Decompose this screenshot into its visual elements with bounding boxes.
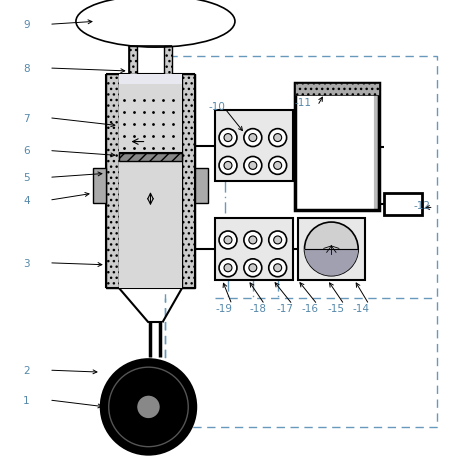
- Bar: [165, 57, 436, 427]
- Bar: [215, 111, 292, 182]
- Circle shape: [268, 232, 286, 250]
- Bar: [383, 194, 421, 216]
- Circle shape: [224, 162, 231, 170]
- Bar: [129, 47, 136, 75]
- Circle shape: [273, 162, 281, 170]
- Bar: [106, 75, 119, 288]
- Circle shape: [249, 134, 256, 142]
- Circle shape: [244, 129, 261, 147]
- Text: -19: -19: [215, 303, 231, 313]
- Circle shape: [244, 232, 261, 250]
- Bar: [92, 169, 106, 204]
- Text: 5: 5: [23, 173, 30, 183]
- Bar: [119, 154, 182, 162]
- Text: 4: 4: [23, 196, 30, 206]
- Text: -14: -14: [351, 303, 368, 313]
- Circle shape: [219, 129, 236, 147]
- Polygon shape: [304, 250, 357, 276]
- Circle shape: [304, 223, 357, 276]
- Bar: [215, 219, 292, 280]
- Bar: [119, 75, 182, 154]
- Text: 8: 8: [23, 64, 30, 74]
- Circle shape: [224, 237, 231, 244]
- Text: -12: -12: [413, 201, 430, 211]
- Circle shape: [101, 359, 196, 455]
- Circle shape: [244, 157, 261, 175]
- Circle shape: [249, 162, 256, 170]
- Circle shape: [268, 259, 286, 277]
- Circle shape: [224, 134, 231, 142]
- Text: 2: 2: [23, 365, 30, 375]
- Text: 7: 7: [23, 113, 30, 124]
- Circle shape: [249, 237, 256, 244]
- Text: -15: -15: [327, 303, 344, 313]
- Bar: [297, 219, 364, 280]
- Text: 1: 1: [23, 395, 30, 405]
- Text: 6: 6: [23, 146, 30, 156]
- Circle shape: [273, 134, 281, 142]
- Bar: [294, 84, 378, 96]
- Circle shape: [224, 264, 231, 272]
- Text: 3: 3: [23, 258, 30, 268]
- Text: -16: -16: [301, 303, 318, 313]
- Bar: [294, 84, 378, 211]
- Circle shape: [273, 237, 281, 244]
- Circle shape: [219, 259, 236, 277]
- Text: 9: 9: [23, 20, 30, 30]
- Circle shape: [219, 157, 236, 175]
- Circle shape: [136, 395, 160, 419]
- Text: -10: -10: [207, 101, 225, 112]
- Text: -11: -11: [294, 98, 311, 107]
- Circle shape: [273, 264, 281, 272]
- Bar: [119, 85, 182, 288]
- Circle shape: [268, 129, 286, 147]
- Text: -18: -18: [249, 303, 266, 313]
- Circle shape: [249, 264, 256, 272]
- Bar: [164, 47, 172, 75]
- Circle shape: [268, 157, 286, 175]
- Text: -17: -17: [276, 303, 293, 313]
- Circle shape: [219, 232, 236, 250]
- Circle shape: [244, 259, 261, 277]
- Bar: [182, 75, 195, 288]
- Bar: [195, 169, 207, 204]
